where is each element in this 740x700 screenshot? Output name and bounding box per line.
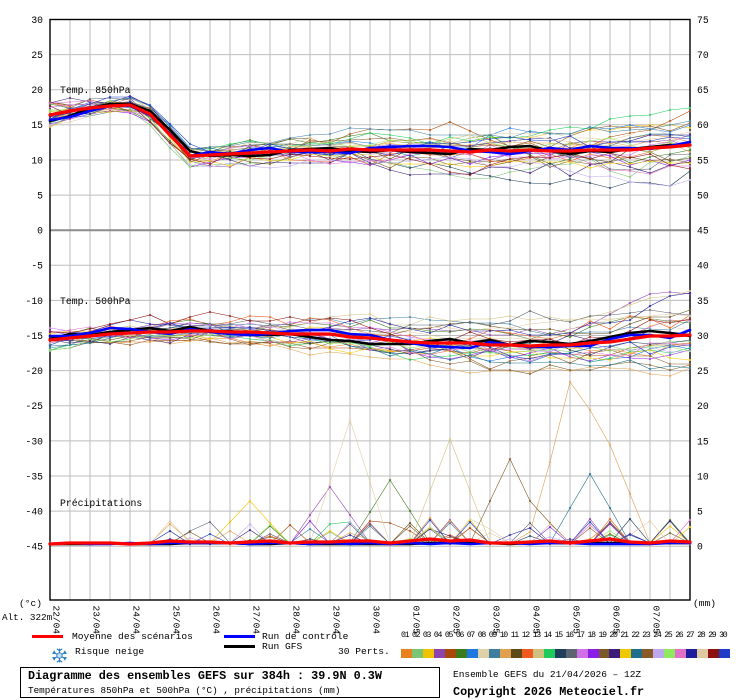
svg-text:-45: -45 (26, 542, 44, 553)
svg-text:03/05: 03/05 (491, 606, 502, 635)
svg-text:30: 30 (697, 331, 709, 342)
svg-text:20: 20 (697, 401, 709, 412)
svg-text:75: 75 (697, 15, 709, 26)
svg-text:-35: -35 (26, 471, 44, 482)
svg-text:05/05: 05/05 (571, 606, 582, 635)
svg-text:28/04: 28/04 (291, 606, 302, 635)
svg-text:22/04: 22/04 (51, 606, 62, 635)
svg-text:30/04: 30/04 (371, 606, 382, 635)
svg-text:15: 15 (31, 120, 43, 131)
svg-text:27/04: 27/04 (251, 606, 262, 635)
svg-text:20: 20 (31, 85, 43, 96)
svg-text:-25: -25 (26, 401, 44, 412)
svg-text:70: 70 (697, 50, 709, 61)
svg-text:06/05: 06/05 (611, 606, 622, 635)
svg-text:-10: -10 (26, 296, 44, 307)
svg-text:10: 10 (31, 155, 43, 166)
svg-text:60: 60 (697, 120, 709, 131)
svg-text:50: 50 (697, 191, 709, 202)
svg-text:65: 65 (697, 85, 709, 96)
svg-text:Temp. 850hPa: Temp. 850hPa (60, 85, 131, 96)
svg-text:-40: -40 (26, 507, 44, 518)
svg-text:26/04: 26/04 (211, 606, 222, 635)
svg-text:-30: -30 (26, 436, 44, 447)
svg-text:30: 30 (31, 15, 43, 26)
svg-text:-5: -5 (31, 261, 43, 272)
svg-text:45: 45 (697, 226, 709, 237)
svg-text:23/04: 23/04 (91, 606, 102, 635)
svg-text:0: 0 (37, 226, 43, 237)
svg-text:24/04: 24/04 (131, 606, 142, 635)
svg-text:0: 0 (697, 542, 703, 553)
svg-text:Précipitations: Précipitations (60, 498, 142, 509)
svg-text:40: 40 (697, 261, 709, 272)
svg-text:25: 25 (697, 366, 709, 377)
svg-text:07/05: 07/05 (651, 606, 662, 635)
svg-text:Temp. 500hPa: Temp. 500hPa (60, 296, 131, 307)
svg-text:10: 10 (697, 471, 709, 482)
svg-text:01/05: 01/05 (411, 606, 422, 635)
svg-text:-20: -20 (26, 366, 44, 377)
svg-text:-15: -15 (26, 331, 44, 342)
svg-text:04/05: 04/05 (531, 606, 542, 635)
svg-text:25: 25 (31, 50, 43, 61)
svg-text:15: 15 (697, 436, 709, 447)
svg-text:5: 5 (37, 191, 43, 202)
svg-text:5: 5 (697, 507, 703, 518)
svg-text:55: 55 (697, 155, 709, 166)
svg-text:25/04: 25/04 (171, 606, 182, 635)
svg-text:29/04: 29/04 (331, 606, 342, 635)
svg-text:02/05: 02/05 (451, 606, 462, 635)
svg-text:35: 35 (697, 296, 709, 307)
